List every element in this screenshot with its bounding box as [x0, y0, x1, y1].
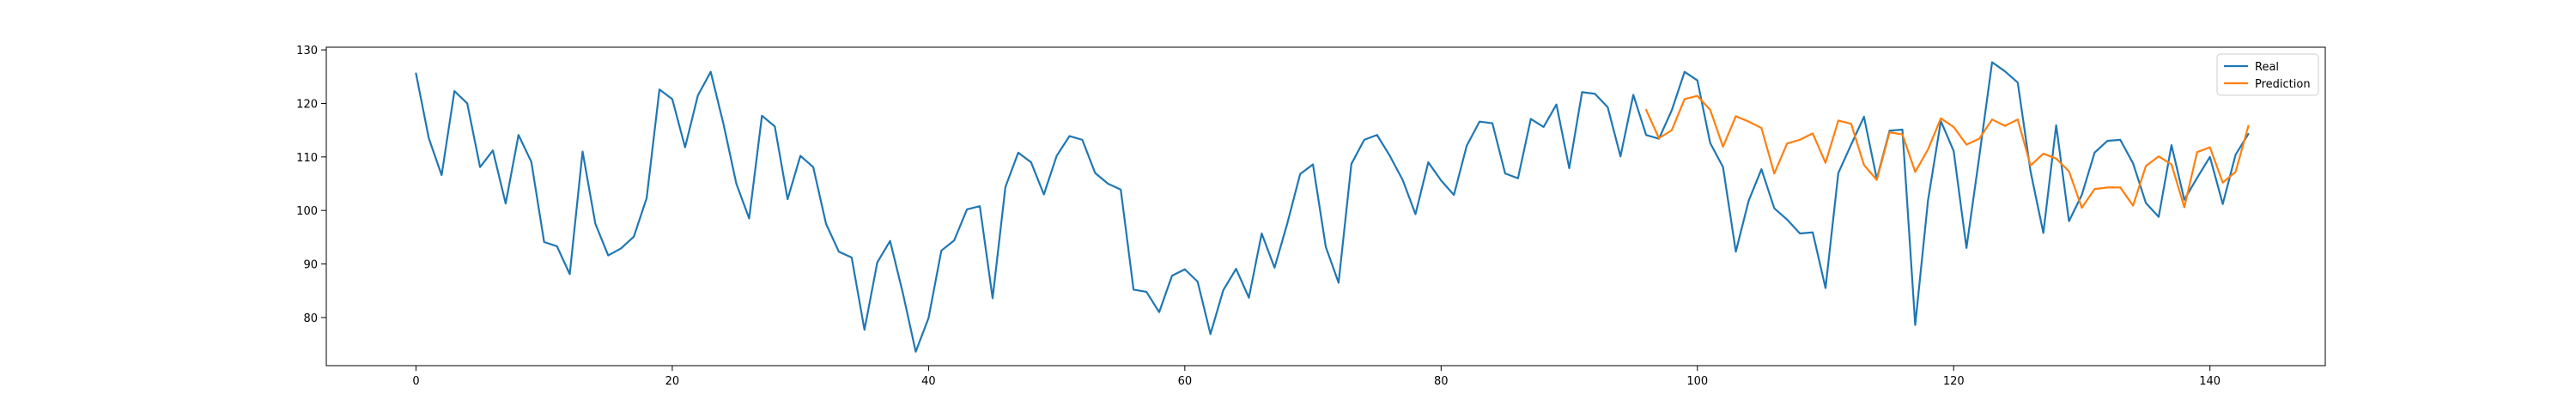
y-tick-label: 110 [296, 152, 318, 165]
x-tick-label: 40 [921, 375, 936, 388]
x-tick-label: 140 [2199, 375, 2221, 388]
series-line-real [415, 61, 2250, 353]
plot-area-frame [325, 46, 2326, 367]
y-tick-label: 90 [303, 259, 318, 272]
y-tick-label: 80 [303, 312, 318, 325]
legend-label-real: Real [2255, 61, 2279, 74]
y-tick-label: 120 [296, 98, 318, 111]
y-tick-label: 130 [296, 45, 318, 58]
x-tick-label: 20 [665, 375, 680, 388]
y-tick-label: 100 [296, 205, 318, 218]
x-tick-label: 80 [1434, 375, 1449, 388]
series-layer [415, 61, 2250, 353]
x-tick-label: 60 [1178, 375, 1193, 388]
x-tick-label: 120 [1943, 375, 1965, 388]
x-tick-label: 100 [1686, 375, 1708, 388]
legend-box [2216, 53, 2319, 96]
y-axis: 80 90 100 110 120 130 [296, 45, 326, 325]
legend-label-prediction: Prediction [2255, 78, 2311, 91]
series-line-prediction [1644, 94, 2250, 209]
legend: Real Prediction [2216, 53, 2319, 96]
x-axis: 0 20 40 60 80 100 120 140 [412, 366, 2221, 388]
x-tick-label: 0 [412, 375, 419, 388]
